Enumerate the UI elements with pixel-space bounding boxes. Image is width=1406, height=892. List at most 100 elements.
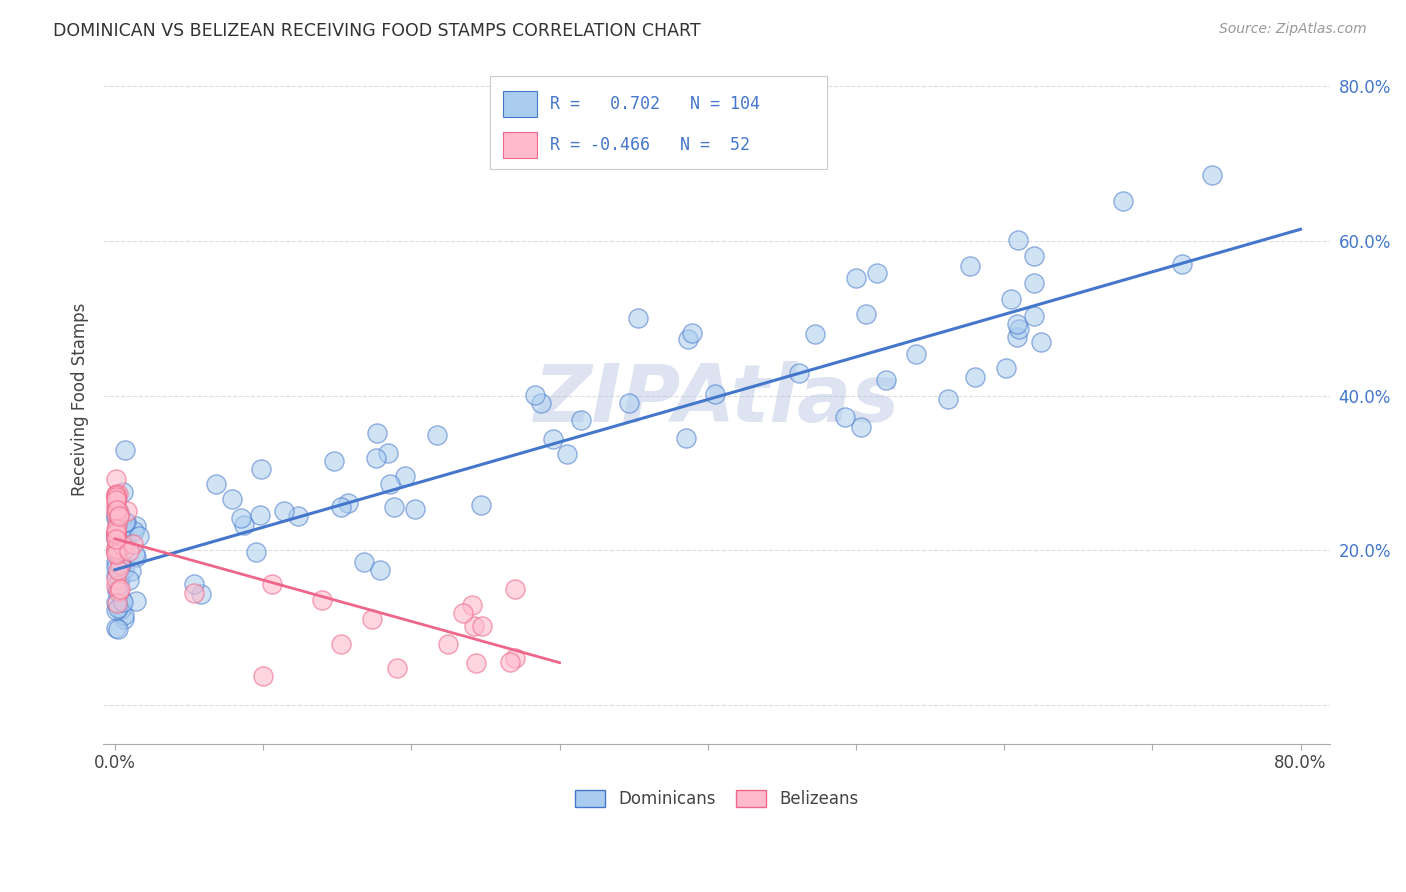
Point: [205, 477, 228, 491]
Point: [105, 503, 128, 517]
Point: [426, 428, 449, 442]
Point: [105, 527, 128, 541]
Point: [524, 388, 547, 402]
Point: [105, 522, 128, 536]
Point: [360, 612, 382, 626]
Point: [107, 509, 129, 524]
Point: [1007, 233, 1029, 247]
Point: [108, 582, 131, 596]
Legend: Dominicans, Belizeans: Dominicans, Belizeans: [568, 783, 865, 814]
Point: [963, 370, 986, 384]
Point: [105, 516, 128, 531]
Point: [114, 543, 136, 558]
Text: DOMINICAN VS BELIZEAN RECEIVING FOOD STAMPS CORRELATION CHART: DOMINICAN VS BELIZEAN RECEIVING FOOD STA…: [53, 22, 702, 40]
Point: [287, 509, 309, 524]
Point: [121, 537, 143, 551]
Point: [377, 446, 399, 460]
Point: [789, 366, 811, 380]
Point: [465, 656, 488, 670]
Point: [115, 504, 138, 518]
Point: [105, 621, 128, 635]
Point: [461, 598, 484, 612]
Point: [108, 558, 131, 572]
Point: [105, 532, 128, 546]
Point: [366, 450, 388, 465]
Point: [105, 595, 128, 609]
Point: [499, 655, 522, 669]
Point: [107, 487, 129, 501]
Point: [120, 564, 142, 578]
Point: [834, 409, 856, 424]
Point: [1022, 309, 1045, 323]
Point: [104, 524, 127, 539]
Point: [104, 526, 127, 541]
Point: [104, 572, 127, 586]
Point: [627, 310, 650, 325]
Point: [108, 505, 131, 519]
Point: [105, 603, 128, 617]
Point: [190, 587, 212, 601]
Point: [108, 530, 131, 544]
Point: [336, 495, 359, 509]
Point: [110, 530, 132, 544]
Point: [107, 562, 129, 576]
Point: [104, 545, 127, 559]
Point: [404, 502, 426, 516]
Point: [128, 529, 150, 543]
Point: [118, 574, 141, 588]
Point: [114, 515, 136, 529]
Point: [471, 619, 494, 633]
Point: [855, 307, 877, 321]
Point: [107, 583, 129, 598]
Point: [260, 577, 283, 591]
Point: [104, 498, 127, 512]
Point: [107, 582, 129, 596]
Point: [394, 468, 416, 483]
Point: [366, 426, 388, 441]
Point: [675, 121, 697, 136]
Point: [118, 544, 141, 558]
Point: [1171, 257, 1194, 271]
Point: [105, 492, 128, 507]
Point: [1201, 168, 1223, 182]
Point: [104, 522, 127, 536]
Point: [875, 373, 897, 387]
Point: [112, 608, 135, 623]
Point: [112, 527, 135, 541]
Point: [105, 508, 128, 523]
Point: [385, 661, 408, 675]
Point: [503, 582, 526, 596]
Point: [569, 413, 592, 427]
Point: [104, 486, 127, 500]
Point: [541, 432, 564, 446]
Point: [245, 545, 267, 559]
Point: [233, 518, 256, 533]
Point: [108, 507, 131, 521]
Point: [252, 669, 274, 683]
Point: [104, 541, 127, 556]
Point: [110, 559, 132, 574]
Point: [329, 500, 352, 514]
Point: [110, 572, 132, 586]
Point: [122, 524, 145, 539]
Point: [104, 579, 127, 593]
Point: [1007, 317, 1029, 331]
Point: [353, 555, 375, 569]
Point: [104, 542, 127, 557]
Point: [105, 540, 128, 554]
Point: [1022, 276, 1045, 290]
Point: [617, 396, 640, 410]
Point: [104, 506, 127, 520]
Point: [108, 558, 131, 572]
Point: [104, 472, 127, 486]
Point: [110, 557, 132, 571]
Point: [112, 612, 135, 626]
Point: [105, 596, 128, 610]
Point: [1112, 194, 1135, 208]
Point: [111, 592, 134, 607]
Point: [105, 511, 128, 525]
Point: [959, 259, 981, 273]
Point: [111, 538, 134, 552]
Point: [904, 347, 927, 361]
Point: [866, 266, 889, 280]
